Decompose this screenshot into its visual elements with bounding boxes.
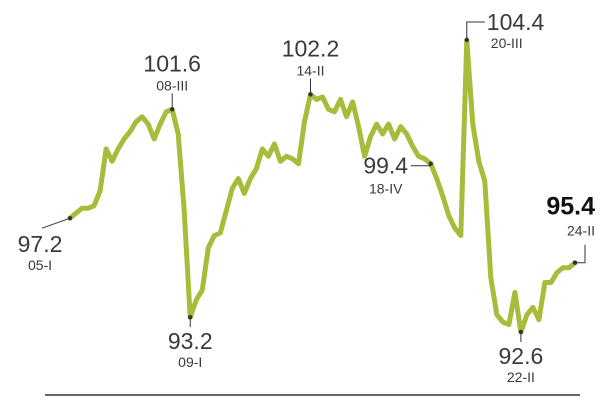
annotation-value: 99.4 [363, 153, 408, 179]
annotation-date: 24-II [567, 223, 595, 239]
annotation-date: 20-III [491, 35, 523, 51]
annotation-value: 97.2 [18, 231, 63, 257]
annotation-date: 14-II [296, 62, 324, 78]
annotation-leader [575, 244, 586, 264]
annotation-value: 104.4 [487, 9, 545, 35]
annotation-date: 08-III [156, 77, 188, 93]
series-line [67, 37, 578, 335]
annotation-date: 05-I [28, 257, 52, 273]
last-value-label: 95.4 [546, 193, 595, 221]
annotation-value: 93.2 [168, 328, 213, 354]
annotation-leader [466, 21, 485, 40]
annotation-value: 102.2 [282, 35, 340, 61]
annotation-value: 101.6 [143, 50, 201, 76]
annotation-dot [428, 161, 433, 166]
annotation-date: 22-II [507, 369, 535, 385]
annotation-value: 92.6 [499, 343, 544, 369]
annotation-date: 09-I [178, 354, 202, 370]
annotation-date: 18-IV [369, 181, 403, 197]
annotation-dot [308, 92, 313, 97]
annotation-leader [41, 217, 71, 229]
annotation-dot [188, 314, 193, 320]
